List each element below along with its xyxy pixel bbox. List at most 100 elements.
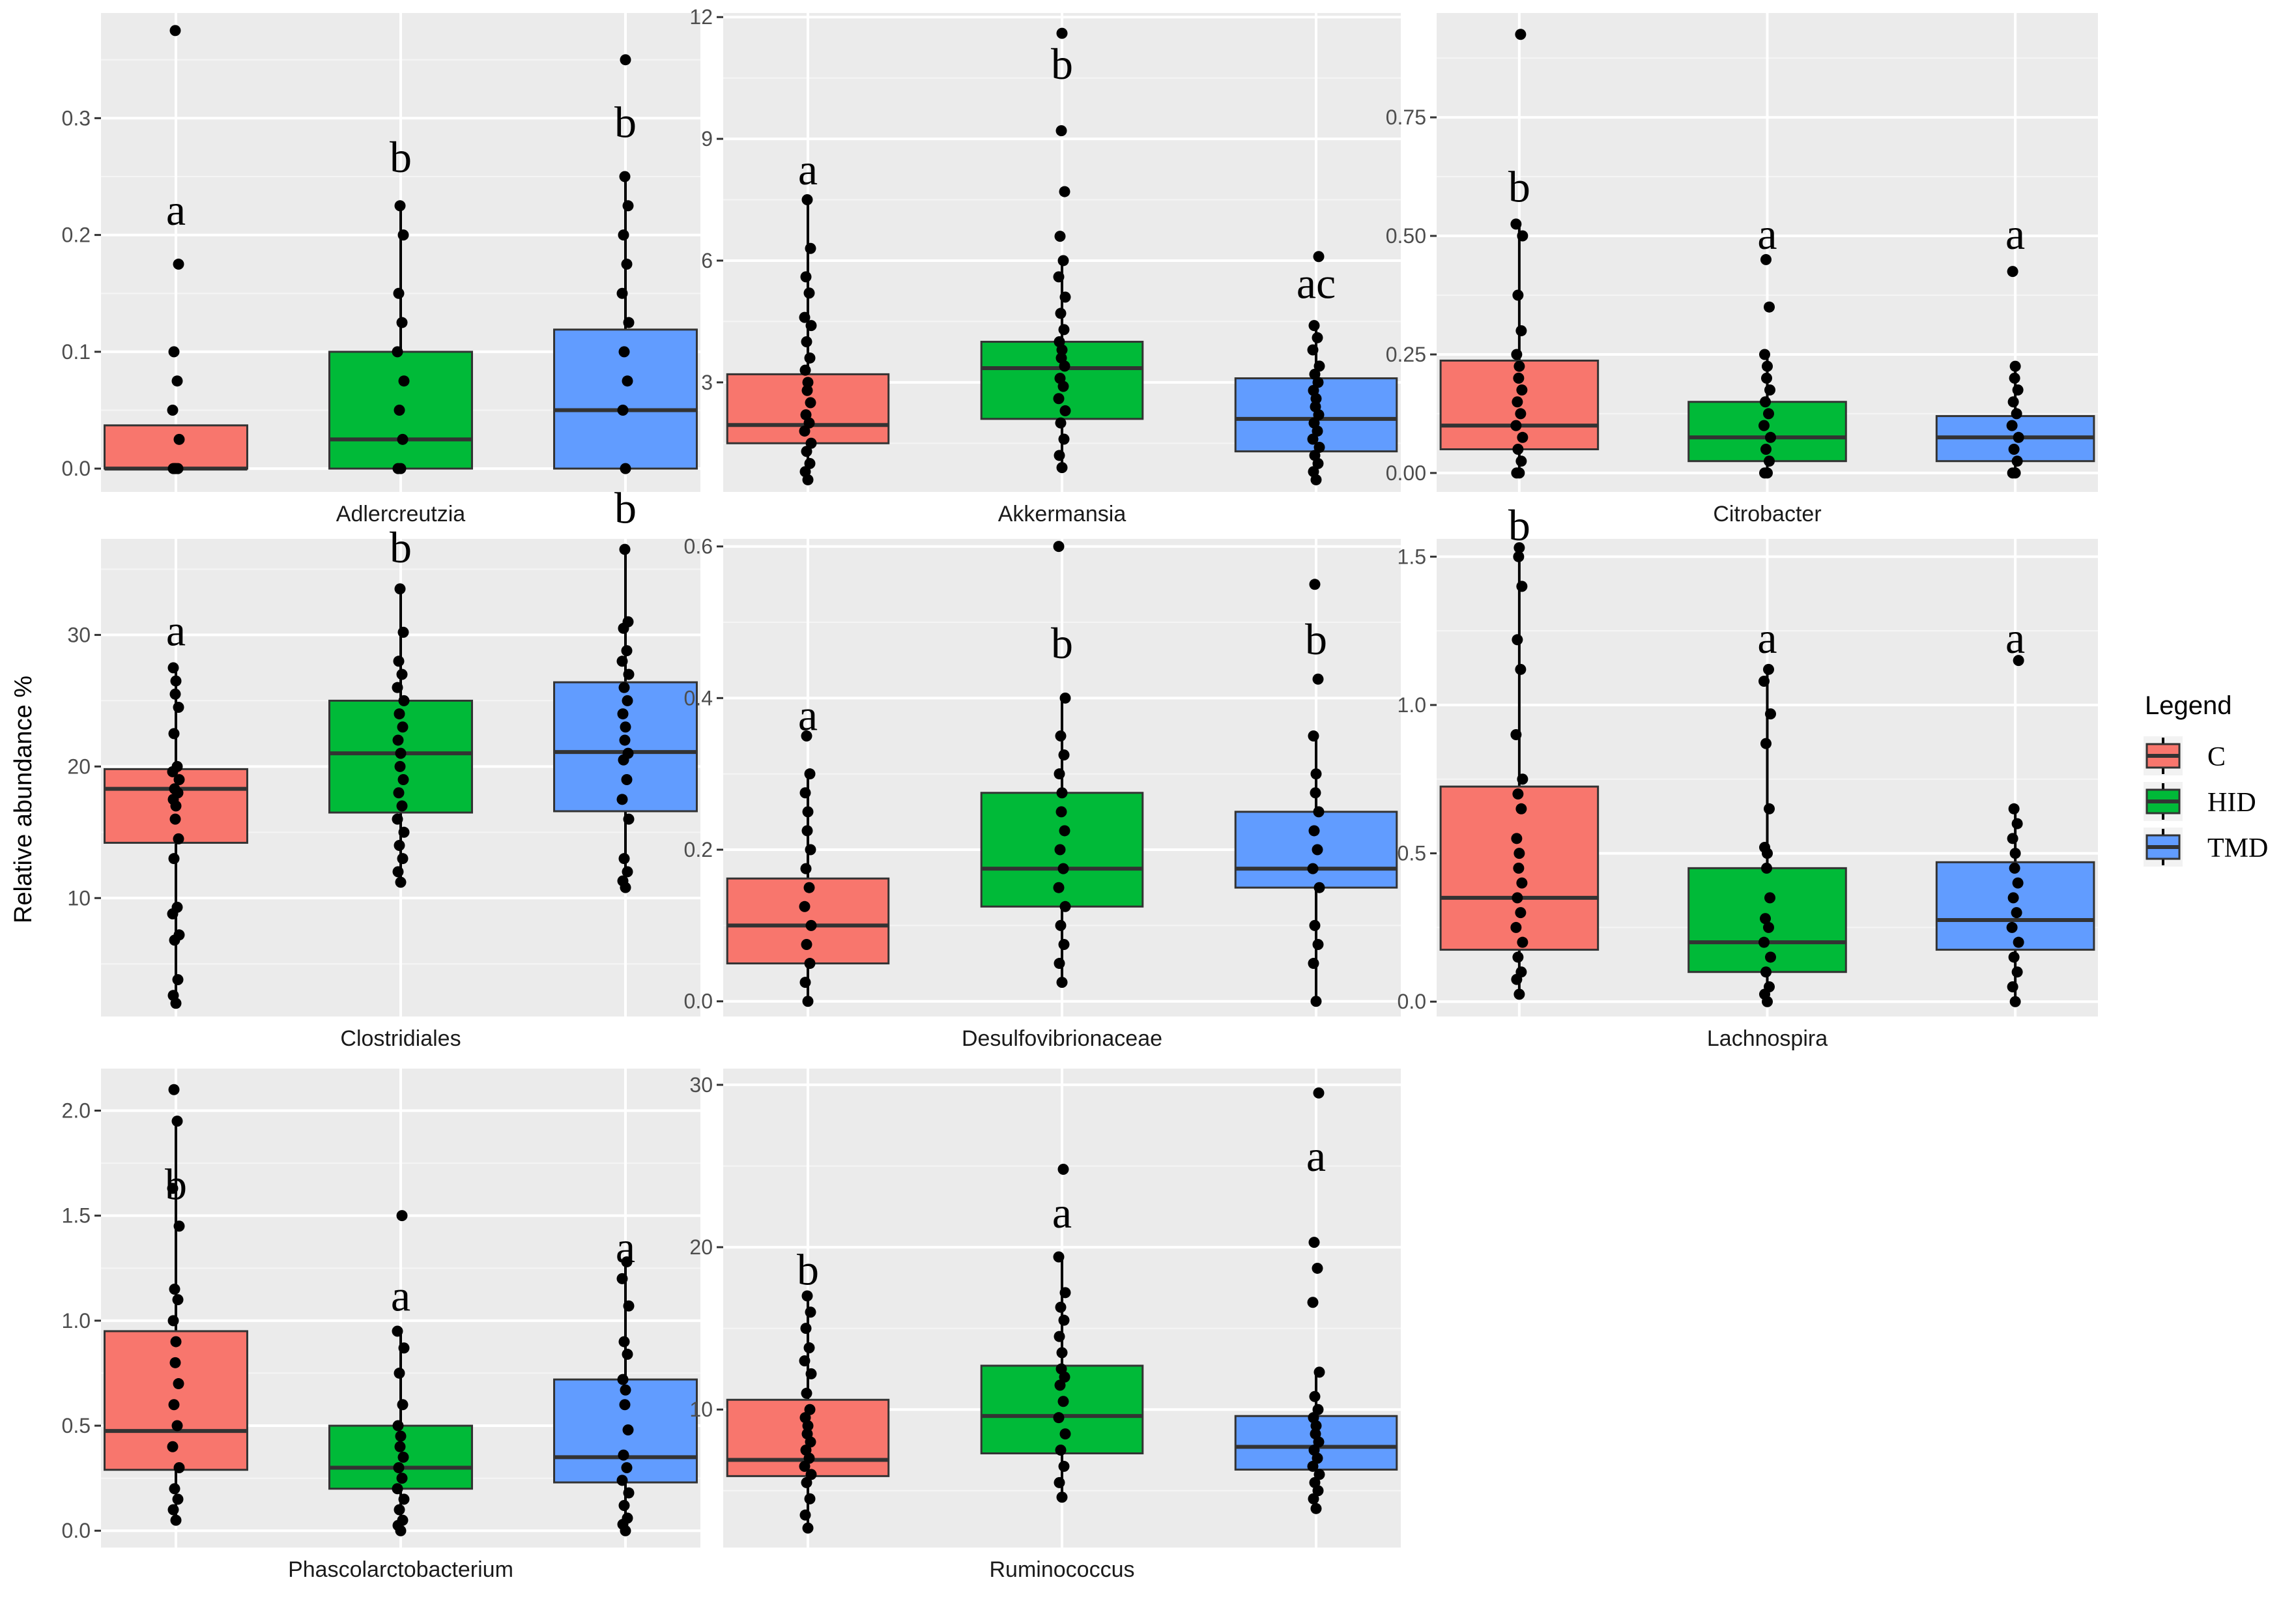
box-clostridiales-hid: b xyxy=(328,523,473,888)
data-point xyxy=(1308,958,1319,970)
data-point xyxy=(1055,308,1067,319)
significance-letter: a xyxy=(1052,1188,1072,1237)
significance-letter: b xyxy=(1305,614,1327,664)
y-tick-label: 0.5 xyxy=(62,1414,91,1437)
legend-item-hid: HID xyxy=(2144,782,2256,821)
data-point xyxy=(394,1504,405,1516)
data-point xyxy=(799,977,811,988)
data-point xyxy=(1514,988,1525,1000)
data-point xyxy=(1511,349,1523,360)
data-point xyxy=(618,229,629,241)
data-point xyxy=(622,747,634,759)
data-point xyxy=(1763,921,1774,933)
data-point xyxy=(1054,1477,1065,1488)
data-point xyxy=(619,1399,631,1411)
data-point xyxy=(804,958,816,970)
data-point xyxy=(1512,892,1523,904)
data-point xyxy=(394,405,405,416)
data-point xyxy=(397,626,409,638)
data-point xyxy=(169,1357,181,1368)
data-point xyxy=(1054,1331,1065,1342)
data-point xyxy=(801,1428,813,1440)
data-point xyxy=(1758,676,1770,687)
data-point xyxy=(616,655,628,667)
data-point xyxy=(394,200,406,212)
data-point xyxy=(2009,862,2020,874)
y-tick-label: 12 xyxy=(689,5,713,29)
data-point xyxy=(2011,818,2023,829)
panel-ruminococcus: 10 20 30 b a a Ruminococcus xyxy=(689,1069,1401,1582)
data-point xyxy=(169,25,181,36)
data-point xyxy=(170,1336,182,1347)
data-point xyxy=(803,1342,815,1354)
data-point xyxy=(1512,289,1524,301)
legend-item-tmd: TMD xyxy=(2144,828,2268,867)
data-point xyxy=(1313,1087,1325,1099)
data-point xyxy=(1516,384,1528,396)
facet-label-akkermansia: Akkermansia xyxy=(998,502,1126,526)
data-point xyxy=(392,346,403,358)
data-point xyxy=(799,900,811,912)
significance-letter: b xyxy=(1051,618,1073,668)
data-point xyxy=(1313,882,1325,893)
data-point xyxy=(168,728,180,740)
data-point xyxy=(622,1424,634,1435)
data-point xyxy=(171,1420,183,1432)
data-point xyxy=(801,336,812,348)
data-point xyxy=(1514,848,1525,859)
data-point xyxy=(392,866,404,878)
data-point xyxy=(169,783,180,795)
data-point xyxy=(622,1512,633,1524)
y-tick-label: 0.2 xyxy=(684,838,713,861)
data-point xyxy=(2007,833,2018,844)
data-point xyxy=(1760,966,1772,978)
box-ruminococcus-c: b xyxy=(726,1245,890,1534)
data-point xyxy=(397,1451,409,1463)
data-point xyxy=(802,377,814,388)
data-point xyxy=(1057,1396,1069,1407)
data-point xyxy=(1313,1366,1325,1378)
y-tick-label: 0.4 xyxy=(684,686,713,710)
data-point xyxy=(398,1342,410,1354)
y-tick-label: 0.1 xyxy=(62,340,91,364)
data-point xyxy=(1308,1493,1319,1505)
significance-letter: b xyxy=(614,97,637,147)
data-point xyxy=(621,1462,633,1473)
data-point xyxy=(1308,825,1320,837)
data-point xyxy=(1055,730,1067,742)
data-point xyxy=(395,876,407,888)
data-point xyxy=(1058,938,1070,950)
data-point xyxy=(1765,431,1776,443)
data-point xyxy=(801,938,812,950)
data-point xyxy=(168,1084,180,1095)
data-point xyxy=(1054,768,1065,780)
data-point xyxy=(396,669,408,680)
significance-letter: a xyxy=(166,605,186,655)
box-lachnospira-hid: a xyxy=(1687,613,1847,1007)
data-point xyxy=(805,844,816,856)
data-point xyxy=(1309,1390,1321,1402)
data-point xyxy=(1058,1460,1070,1472)
box-rect xyxy=(1935,861,2095,951)
box-adlercreutzia-hid: b xyxy=(328,132,473,474)
data-point xyxy=(1764,803,1775,814)
data-point xyxy=(805,919,817,931)
data-point xyxy=(1308,466,1319,478)
data-point xyxy=(168,346,180,358)
data-point xyxy=(396,1210,408,1222)
data-point xyxy=(2009,848,2021,859)
data-point xyxy=(1309,919,1321,931)
data-point xyxy=(168,1399,180,1411)
data-point xyxy=(1764,892,1775,904)
data-point xyxy=(395,1430,407,1442)
data-point xyxy=(1307,1297,1319,1308)
panel-desulfovibrionaceae: 0.0 0.2 0.4 0.6 a b b Desulfovibrionaceae xyxy=(684,535,1401,1051)
facet-label-clostridiales: Clostridiales xyxy=(340,1026,461,1051)
data-point xyxy=(170,1514,182,1526)
data-point xyxy=(1054,450,1065,461)
panel-akkermansia: 3 6 9 12 a b ac Akkermansia xyxy=(689,5,1401,526)
y-tick-label: 0.50 xyxy=(1386,224,1426,248)
data-point xyxy=(1055,806,1067,818)
data-point xyxy=(173,701,184,713)
data-point xyxy=(802,996,814,1007)
